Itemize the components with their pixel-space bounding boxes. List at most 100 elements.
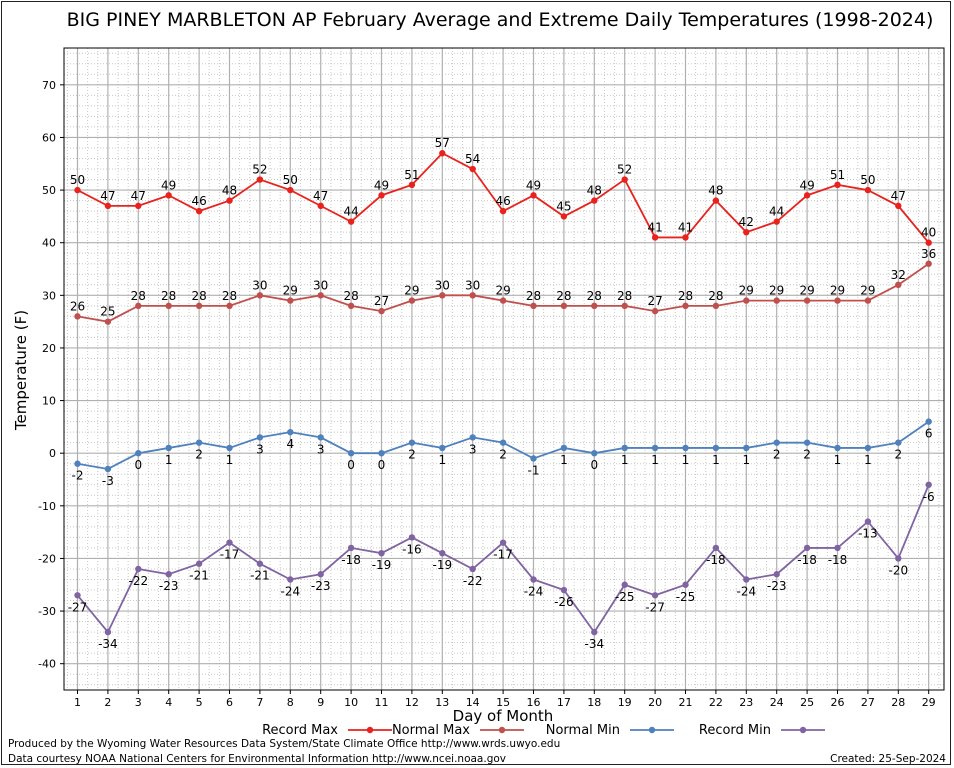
data-point [864,186,872,194]
data-point [378,192,385,199]
x-tick-label: 16 [527,696,541,709]
data-point [165,192,172,199]
data-label: 50 [283,173,298,187]
data-label: -27 [68,600,88,614]
data-point [499,297,507,304]
x-tick-label: 5 [196,696,203,709]
data-point [226,444,233,452]
data-label: 4 [286,437,294,451]
data-point [651,444,659,452]
data-label: 51 [830,168,845,182]
data-label: 28 [343,289,358,303]
data-label: 29 [799,284,814,298]
data-label: -22 [128,574,148,588]
data-label: 1 [834,453,842,467]
data-point [621,444,628,452]
data-label: -26 [554,595,574,609]
data-label: -16 [402,542,422,556]
data-label: 49 [526,178,541,192]
x-tick-label: 13 [435,696,449,709]
data-point [773,571,780,578]
data-point [195,439,203,446]
data-label: 47 [131,189,146,203]
data-point [256,176,264,183]
data-label: 57 [435,136,450,150]
data-label: 49 [799,178,814,192]
data-label: 52 [252,163,267,177]
data-point [256,292,264,299]
data-point [378,307,385,315]
data-point [834,544,841,552]
x-tick-label: 17 [557,696,571,709]
data-label: 28 [556,289,571,303]
data-point [256,434,264,441]
data-point [135,302,142,310]
data-label: -22 [463,574,483,588]
data-point [621,176,628,183]
chart-title: BIG PINEY MARBLETON AP February Average … [67,9,934,31]
data-label: 50 [860,173,875,187]
data-label: -18 [797,553,817,567]
data-point [682,234,689,241]
data-point [195,207,203,215]
data-point [743,228,750,236]
data-label: 28 [161,289,176,303]
y-tick-label: 0 [49,447,56,460]
data-label: 28 [222,289,237,303]
data-label: -27 [645,600,665,614]
legend-marker [498,726,506,734]
data-label: -20 [888,563,908,577]
data-point [803,439,811,446]
data-label: -21 [189,569,209,583]
data-label: 6 [925,427,933,441]
data-label: 29 [404,284,419,298]
y-tick-label: 60 [42,131,56,144]
data-point [469,165,476,173]
data-label: -24 [524,584,544,598]
x-tick-label: 9 [317,696,324,709]
data-label: 28 [191,289,206,303]
data-point [803,192,811,199]
data-label: -23 [767,579,787,593]
data-label: -2 [72,469,84,483]
data-label: 0 [378,458,386,472]
data-label: 1 [165,453,173,467]
data-point [712,197,720,204]
data-point [317,571,324,578]
data-point [195,302,203,310]
data-label: 30 [313,278,328,292]
data-point [895,281,902,289]
data-point [682,302,689,310]
data-label: 2 [408,448,416,462]
legend-marker [366,726,374,734]
data-point [682,581,689,588]
data-label: 2 [499,448,507,462]
legend: Record Max Normal Max Normal Min Record Min [262,723,825,738]
data-point [165,444,172,452]
data-point [347,449,355,457]
data-point [135,202,142,210]
data-label: 48 [222,184,237,198]
x-tick-label: 29 [922,696,936,709]
data-point [895,202,902,210]
data-label: 25 [100,305,115,319]
data-point [834,181,841,189]
data-point [591,628,598,636]
data-label: 3 [469,442,477,456]
data-label: 44 [343,205,358,219]
data-point [925,481,932,488]
x-tick-label: 1 [74,696,81,709]
data-point [408,181,416,189]
data-label: 44 [769,205,784,219]
data-label: 47 [100,189,115,203]
data-point [925,418,932,425]
data-label: 27 [374,294,389,308]
legend-label: Normal Min [546,723,620,738]
grid [64,48,944,690]
data-point [834,444,841,452]
data-point [74,460,81,467]
data-label: -1 [528,463,540,477]
data-point [895,439,902,446]
data-label: 0 [134,458,142,472]
data-point [712,444,720,452]
